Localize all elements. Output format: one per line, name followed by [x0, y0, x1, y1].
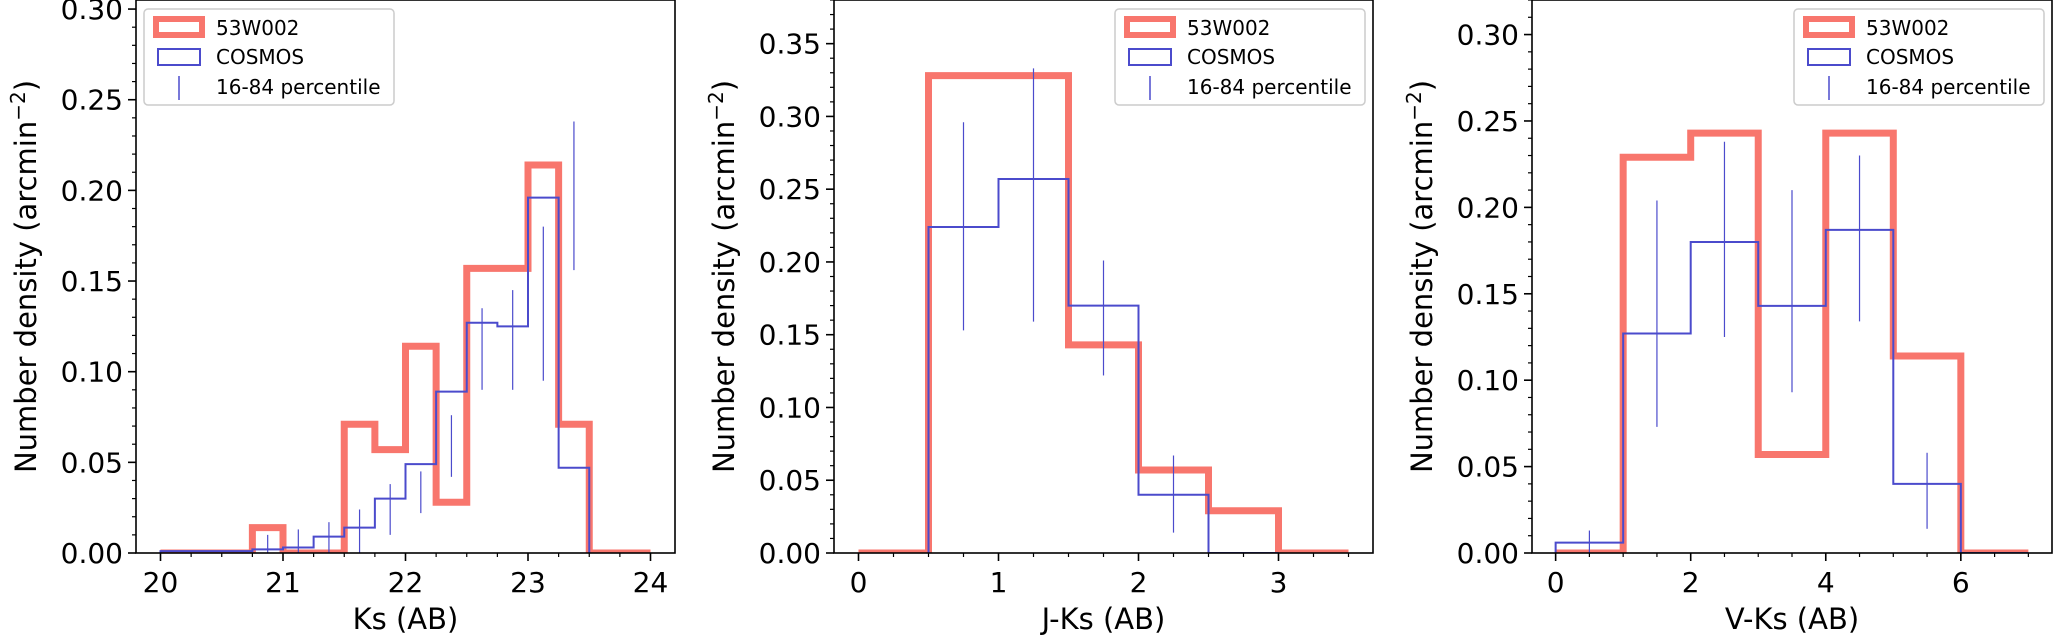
y-tick-label: 0.20 — [1457, 191, 1519, 224]
legend-53w002-label: 53W002 — [216, 16, 299, 40]
x-axis-label: Ks (AB) — [353, 602, 459, 636]
y-tick-label: 0.25 — [1457, 105, 1519, 138]
y-axis-label-end: ) — [9, 80, 43, 91]
y-axis-label-sup: −2 — [704, 91, 728, 120]
y-tick-label: 0.25 — [759, 173, 821, 206]
plot-area — [858, 68, 1349, 553]
x-tick-label: 4 — [1817, 566, 1835, 599]
plot-area — [159, 121, 651, 553]
y-tick-label: 0.10 — [61, 356, 123, 389]
y-tick-label: 0.05 — [759, 464, 821, 497]
series-53w002-histogram — [1555, 129, 2029, 553]
plot-area — [1554, 129, 2029, 553]
y-tick-label: 0.15 — [1457, 278, 1519, 311]
legend-errorbar-label: 16-84 percentile — [216, 75, 381, 99]
legend-errorbar-label: 16-84 percentile — [1866, 75, 2031, 99]
legend-box — [1114, 8, 1366, 106]
x-tick-label: 0 — [850, 566, 868, 599]
legend-cosmos-swatch — [1807, 48, 1851, 66]
y-tick-label: 0.20 — [61, 174, 123, 207]
y-tick-label: 0.25 — [61, 84, 123, 117]
legend-box — [143, 8, 395, 106]
x-tick-label: 2 — [1130, 566, 1148, 599]
legend-cosmos-swatch — [157, 48, 201, 66]
y-axis-label-main: Number density (arcmin — [707, 121, 741, 473]
y-tick-label: 0.35 — [759, 28, 821, 61]
y-tick-label: 0.10 — [1457, 364, 1519, 397]
y-axis-label: Number density (arcmin−2) — [1402, 80, 1439, 473]
x-tick-label: 6 — [1952, 566, 1970, 599]
y-axis-label-sup: −2 — [1402, 91, 1426, 120]
y-tick-label: 0.20 — [759, 246, 821, 279]
y-axis-label: Number density (arcmin−2) — [6, 80, 43, 473]
legend-cosmos-label: COSMOS — [1187, 45, 1275, 69]
y-tick-label: 0.00 — [1457, 537, 1519, 570]
y-tick-label: 0.15 — [759, 319, 821, 352]
y-tick-label: 0.05 — [1457, 451, 1519, 484]
x-tick-label: 2 — [1682, 566, 1700, 599]
y-tick-label: 0.15 — [61, 265, 123, 298]
y-axis-label-end: ) — [707, 80, 741, 91]
legend-cosmos-label: COSMOS — [1866, 45, 1954, 69]
legend-cosmos-label: COSMOS — [216, 45, 304, 69]
y-tick-label: 0.30 — [1457, 19, 1519, 52]
x-tick-label: 20 — [143, 566, 179, 599]
y-axis-label-sup: −2 — [6, 91, 30, 120]
chart-panel-1: 20 21 22 23 24 0.00 0.05 0.10 0.15 0.20 0.25 0.30 Ks… — [6, 0, 676, 636]
y-axis-label-main: Number density (arcmin — [1405, 121, 1439, 473]
legend: 53W002 COSMOS 16-84 percentile — [143, 8, 395, 106]
legend-cosmos-swatch — [1128, 48, 1172, 66]
legend-53w002-swatch — [153, 16, 205, 38]
legend: 53W002 COSMOS 16-84 percentile — [1114, 8, 1366, 106]
y-tick-label: 0.05 — [61, 446, 123, 479]
y-tick-label: 0.00 — [61, 537, 123, 570]
y-axis-label-main: Number density (arcmin — [9, 121, 43, 473]
chart-panel-3: 0 2 4 6 0.00 0.05 0.10 0.15 0.20 0.25 0.30 V-Ks (AB… — [1402, 0, 2053, 636]
legend: 53W002 COSMOS 16-84 percentile — [1793, 8, 2045, 106]
y-tick-label: 0.00 — [759, 537, 821, 570]
series-cosmos-histogram — [927, 177, 1279, 553]
y-axis-label-end: ) — [1405, 80, 1439, 91]
x-tick-label: 22 — [388, 566, 424, 599]
legend-box — [1793, 8, 2045, 106]
y-tick-label: 0.10 — [759, 391, 821, 424]
x-axis-label: J-Ks (AB) — [1040, 602, 1166, 636]
x-tick-label: 23 — [510, 566, 546, 599]
chart-panel-2: 0 1 2 3 0.00 0.05 0.10 0.15 0.20 0.25 0.30 0.35 J-Ks… — [704, 0, 1374, 636]
x-tick-label: 21 — [265, 566, 301, 599]
legend-errorbar-label: 16-84 percentile — [1187, 75, 1352, 99]
legend-53w002-label: 53W002 — [1187, 16, 1270, 40]
x-axis-label: V-Ks (AB) — [1725, 602, 1859, 636]
y-tick-label: 0.30 — [759, 100, 821, 133]
legend-53w002-label: 53W002 — [1866, 16, 1949, 40]
legend-53w002-swatch — [1803, 16, 1855, 38]
x-tick-label: 0 — [1547, 566, 1565, 599]
y-axis-label: Number density (arcmin−2) — [704, 80, 741, 473]
x-tick-label: 1 — [990, 566, 1008, 599]
legend-53w002-swatch — [1124, 16, 1176, 38]
y-tick-label: 0.30 — [61, 0, 123, 26]
series-cosmos-histogram — [1554, 228, 2029, 553]
x-tick-label: 3 — [1270, 566, 1288, 599]
x-tick-label: 24 — [633, 566, 669, 599]
